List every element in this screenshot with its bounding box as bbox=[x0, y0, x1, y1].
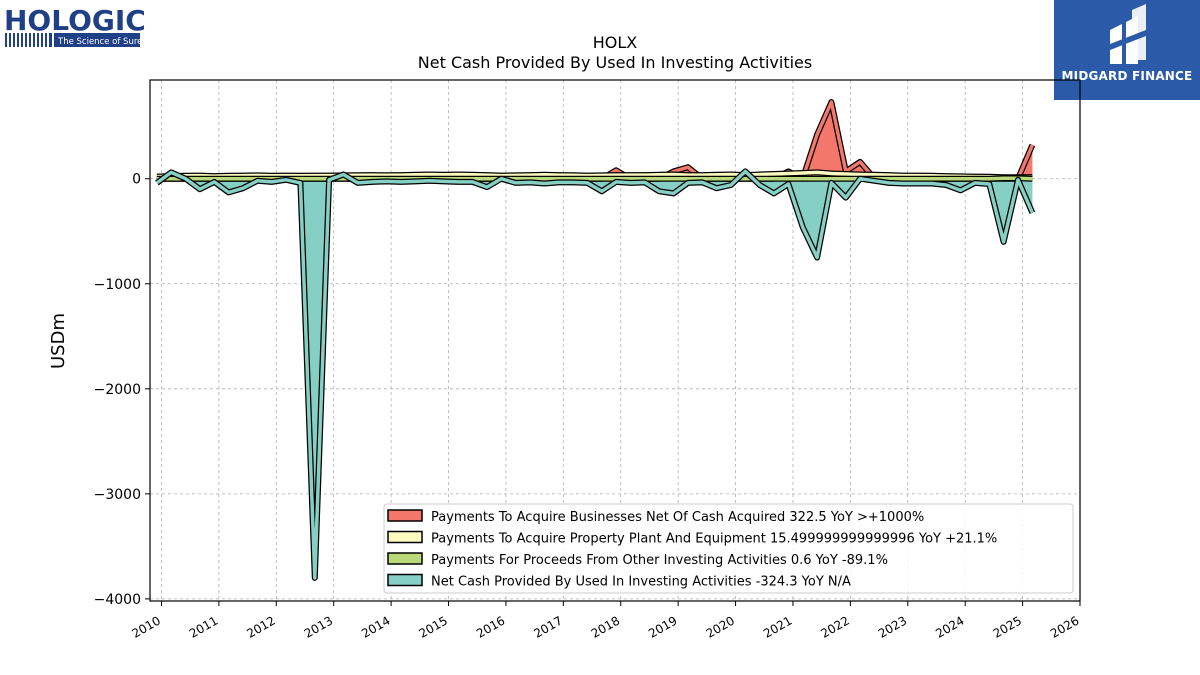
legend: Payments To Acquire Businesses Net Of Ca… bbox=[383, 503, 1074, 594]
midgard-emblem-icon bbox=[1110, 4, 1146, 64]
y-tick-label: 0 bbox=[132, 172, 141, 188]
midgard-finance-name: MIDGARD FINANCE bbox=[1061, 69, 1193, 83]
hologic-logo: HOLOGIC The Science of Sure bbox=[0, 0, 150, 52]
y-tick-label: −1000 bbox=[94, 277, 141, 293]
x-tick-label: 2024 bbox=[933, 613, 966, 640]
plot-frame bbox=[149, 79, 1081, 602]
barcode-icon bbox=[5, 33, 52, 47]
x-tick-label: 2013 bbox=[302, 613, 335, 640]
legend-box bbox=[383, 503, 1074, 594]
chart-title: HOLX bbox=[593, 33, 638, 52]
x-axis: 2010 2011 2012 2013 2014 2015 2016 2017 2018 2019… bbox=[130, 601, 1082, 641]
hologic-tagline: The Science of Sure bbox=[57, 37, 142, 47]
legend-label: Payments For Proceeds From Other Investi… bbox=[431, 553, 888, 568]
x-tick-label: 2010 bbox=[130, 613, 163, 640]
chart-subtitle: Net Cash Provided By Used In Investing A… bbox=[418, 53, 812, 72]
x-tick-label: 2019 bbox=[646, 613, 679, 640]
hologic-logo-graphic: HOLOGIC The Science of Sure bbox=[4, 4, 146, 47]
y-tick-label: −4000 bbox=[94, 592, 141, 608]
x-tick-label: 2016 bbox=[474, 613, 507, 640]
series-area-0 bbox=[156, 102, 1033, 179]
legend-label: Payments To Acquire Businesses Net Of Ca… bbox=[431, 510, 924, 525]
legend-swatch bbox=[387, 573, 423, 587]
legend-label: Payments To Acquire Property Plant And E… bbox=[431, 532, 997, 547]
x-tick-label: 2014 bbox=[359, 613, 392, 640]
series-line-3 bbox=[155, 169, 1035, 580]
x-tick-label: 2023 bbox=[876, 613, 909, 640]
x-tick-label: 2021 bbox=[761, 613, 794, 640]
y-axis-label: USDm bbox=[48, 313, 69, 369]
legend-swatch bbox=[387, 530, 423, 544]
y-tick-label: −3000 bbox=[94, 487, 141, 503]
legend-swatch bbox=[387, 509, 423, 522]
x-tick-label: 2012 bbox=[244, 613, 277, 640]
x-tick-label: 2015 bbox=[417, 613, 450, 640]
legend-label: Net Cash Provided By Used In Investing A… bbox=[431, 575, 851, 590]
hologic-wordmark: HOLOGIC bbox=[4, 4, 146, 37]
x-tick-label: 2025 bbox=[991, 613, 1024, 640]
x-tick-label: 2022 bbox=[818, 613, 851, 640]
y-axis: 0 −1000 −2000 −3000 −4000 bbox=[94, 172, 150, 608]
y-tick-label: −2000 bbox=[94, 382, 141, 398]
x-tick-label: 2018 bbox=[589, 613, 622, 640]
series-line-0 bbox=[156, 100, 1035, 181]
x-tick-label: 2020 bbox=[704, 613, 737, 640]
midgard-finance-logo: MIDGARD FINANCE bbox=[1054, 0, 1200, 100]
x-tick-label: 2017 bbox=[531, 613, 564, 640]
x-tick-label: 2026 bbox=[1048, 613, 1081, 640]
series-line-2 bbox=[156, 176, 1033, 181]
series-line-outline-0 bbox=[156, 99, 1036, 182]
series-lines bbox=[155, 99, 1036, 581]
legend-swatch bbox=[387, 552, 423, 565]
x-tick-label: 2011 bbox=[187, 613, 220, 640]
